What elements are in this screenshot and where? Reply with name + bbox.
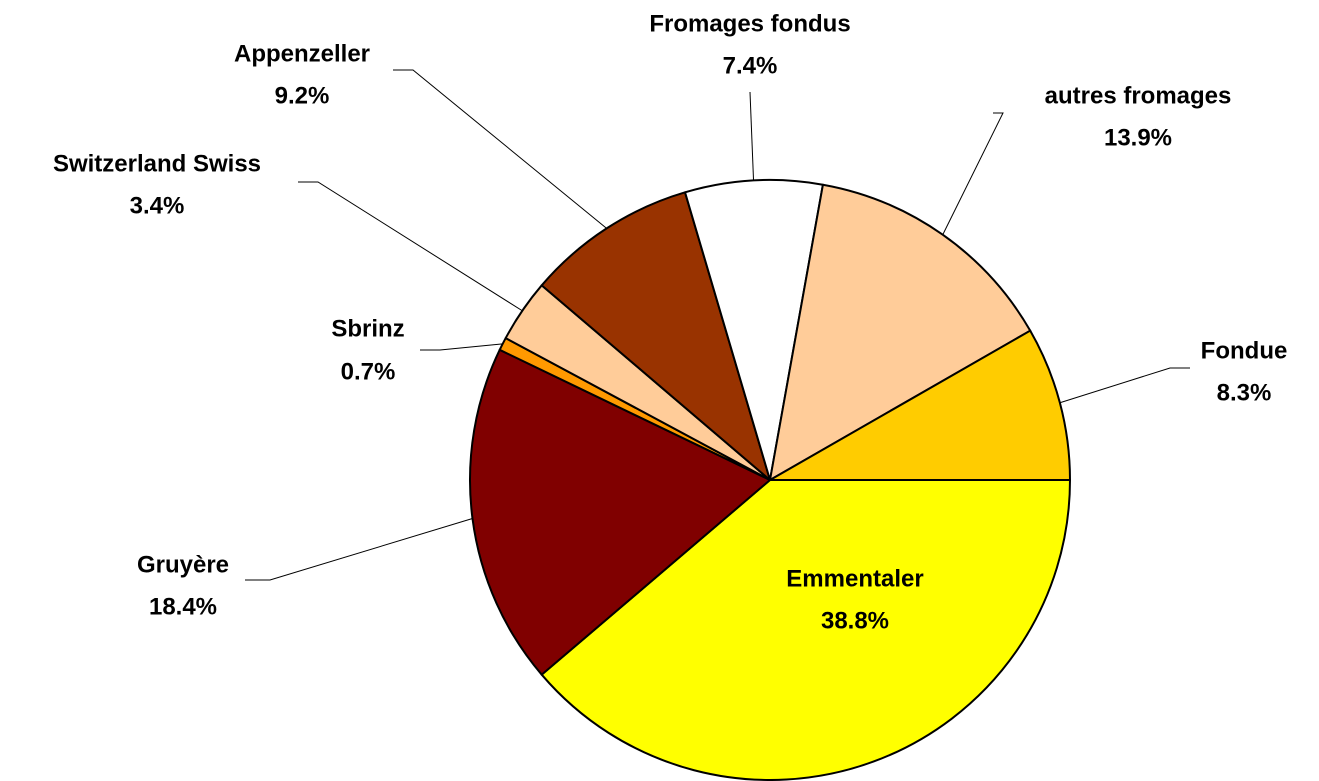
leader-line — [420, 343, 503, 351]
slice-label: Appenzeller — [234, 40, 370, 67]
value-label: 18.4% — [149, 593, 217, 620]
pie-slice — [469, 348, 771, 676]
pie-slice — [769, 329, 1071, 481]
value-label: 13.9% — [1104, 124, 1172, 151]
leader-line — [942, 112, 1004, 235]
slice-label: Switzerland Swiss — [53, 150, 261, 177]
slice-label: Gruyère — [137, 551, 229, 578]
slice-label: autres fromages — [1045, 82, 1232, 109]
value-label: 0.7% — [341, 358, 396, 385]
slice-label: Emmentaler — [786, 565, 923, 592]
pie-slice — [769, 183, 1032, 481]
value-label: 9.2% — [275, 82, 330, 109]
value-label: 8.3% — [1217, 379, 1272, 406]
slice-label: Fromages fondus — [649, 10, 850, 37]
value-label: 38.8% — [821, 607, 889, 634]
leader-line — [393, 69, 607, 229]
pie-slice — [540, 191, 771, 481]
leader-line — [245, 518, 473, 581]
value-label: 7.4% — [723, 52, 778, 79]
leader-line — [298, 181, 523, 312]
leader-line — [749, 91, 755, 181]
slice-label: Fondue — [1201, 337, 1288, 364]
pie-slice — [540, 479, 1071, 781]
slice-label: Sbrinz — [331, 315, 404, 342]
value-label: 3.4% — [130, 192, 185, 219]
leader-line — [1059, 367, 1190, 404]
